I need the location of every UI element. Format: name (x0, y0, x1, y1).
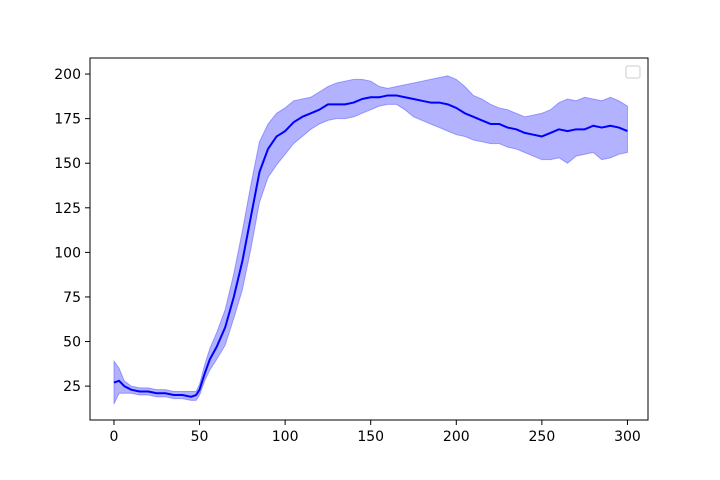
y-tick-label: 200 (54, 67, 81, 83)
x-tick-label: 200 (443, 429, 470, 445)
axes-background (90, 58, 648, 420)
legend-box (625, 65, 641, 79)
x-tick-label: 150 (357, 429, 384, 445)
y-tick-label: 50 (63, 335, 81, 351)
y-tick-label: 125 (54, 201, 81, 217)
mean-line (113, 94, 628, 398)
x-tick-label: 100 (272, 429, 299, 445)
std-band (113, 75, 628, 405)
y-tick-label: 100 (54, 245, 81, 261)
y-tick-label: 175 (54, 112, 81, 128)
x-tick-label: 250 (529, 429, 556, 445)
x-tick-label: 300 (614, 429, 641, 445)
x-tick-label: 0 (110, 429, 119, 445)
y-tick-label: 25 (63, 379, 81, 395)
y-axis-ticks: 25 50 75 100 125 150 175 200 (54, 67, 90, 395)
x-tick-label: 50 (191, 429, 209, 445)
plot-area (90, 58, 648, 420)
y-tick-label: 150 (54, 156, 81, 172)
y-tick-label: 75 (63, 290, 81, 306)
axes-frame (89, 57, 649, 421)
x-axis-ticks: 0 50 100 150 200 250 300 (110, 420, 641, 445)
